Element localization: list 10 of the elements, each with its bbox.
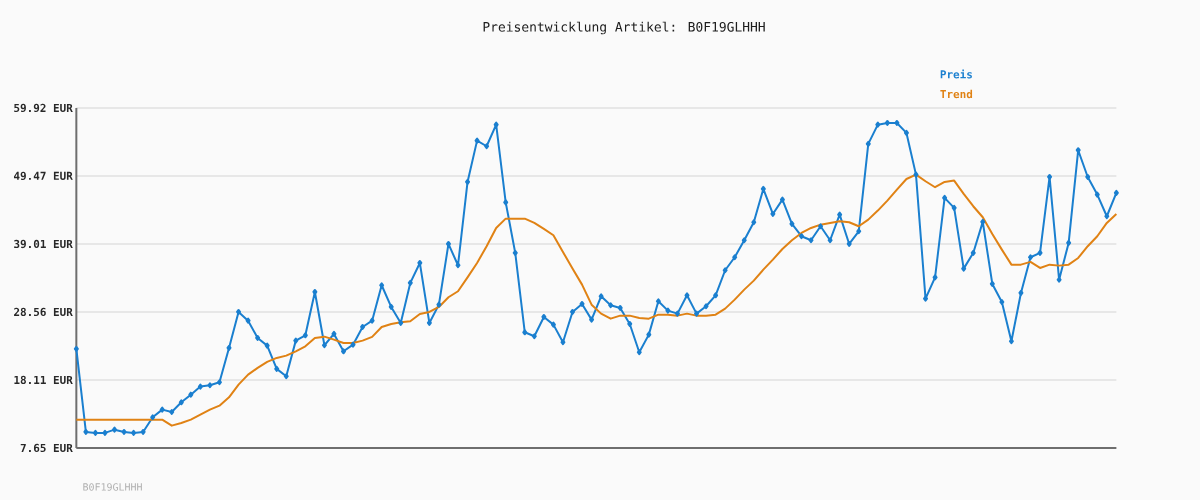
text: B0F19GLHHH xyxy=(83,483,142,491)
text: Preis xyxy=(940,69,972,79)
y-tick-label: 59.92 EUR xyxy=(14,103,73,113)
y-tick-label: 49.47 EUR xyxy=(13,171,73,181)
chart-title: Preisentwicklung Artikel: B0F19GLHHH xyxy=(483,21,765,35)
y-tick-label: 28.56 EUR xyxy=(14,307,73,317)
y-tick-label: 18.11 EUR xyxy=(14,375,73,385)
y-tick-label: 39.01 EUR xyxy=(14,239,73,249)
text: Trend xyxy=(940,89,973,99)
y-tick-label: 7.65 EUR xyxy=(20,443,73,453)
